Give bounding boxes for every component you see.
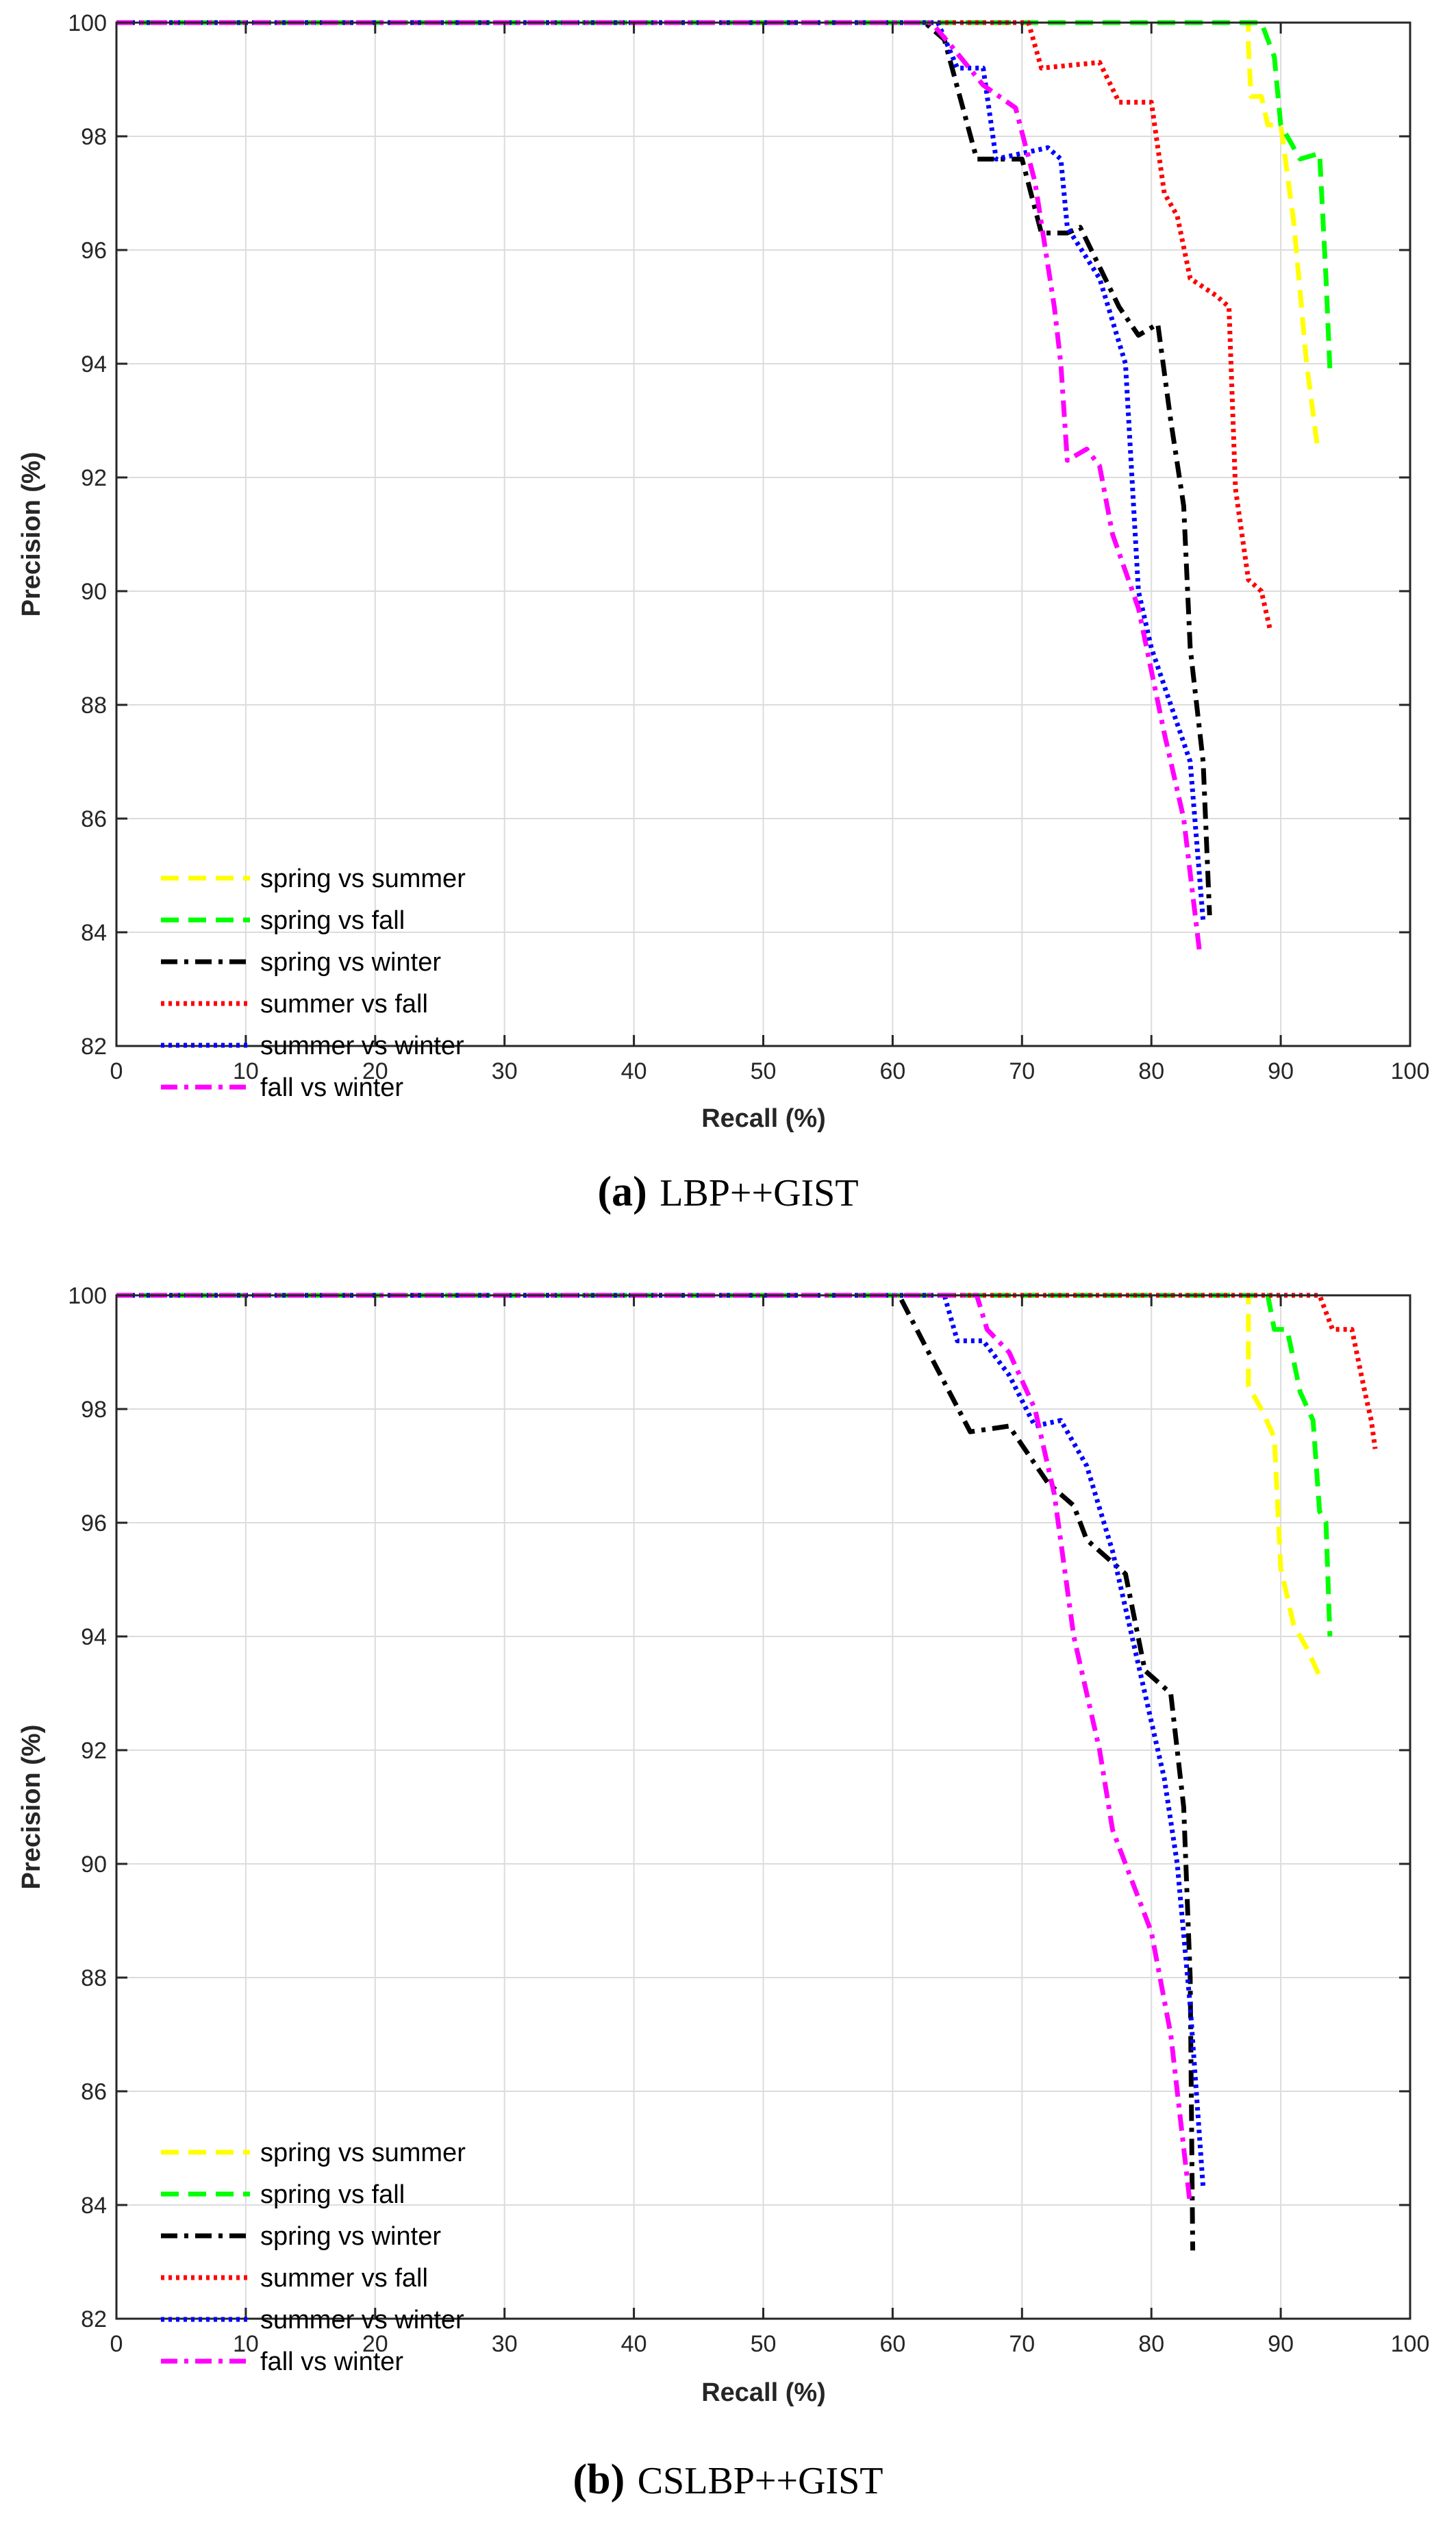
x-tick-label: 80: [1138, 1058, 1164, 1084]
x-tick-label: 90: [1268, 1058, 1294, 1084]
y-tick-label: 96: [81, 238, 107, 264]
series-line-spring-vs-winter: [116, 1293, 1196, 2251]
legend-label: spring vs fall: [260, 906, 405, 935]
x-tick-label: 80: [1138, 2331, 1164, 2357]
y-tick-label: 82: [81, 1034, 107, 1060]
series-line-spring-vs-summer: [116, 1293, 1322, 1678]
legend-label: spring vs winter: [260, 2222, 441, 2251]
y-tick-label: 94: [81, 1624, 107, 1650]
y-tick-label: 98: [81, 1397, 107, 1423]
caption: (a) LBP++GIST: [597, 1169, 858, 1215]
legend: spring vs summer spring vs fall spring vs …: [161, 2139, 466, 2376]
caption: (b) CSLBP++GIST: [573, 2456, 883, 2503]
chart-panel-a: 0 10 20 30 40 50 60 70 80 90 100 82 84 86 88 90 92 94 96 98…: [17, 10, 1429, 1215]
y-tick-label: 100: [68, 1283, 107, 1309]
x-tick-label: 40: [621, 1058, 647, 1084]
series-line-summer-vs-fall: [116, 20, 1273, 632]
legend-label: spring vs fall: [260, 2180, 405, 2209]
x-tick-label: 100: [1391, 1058, 1430, 1084]
series-layer: [116, 20, 1333, 950]
x-tick-label: 30: [492, 1058, 518, 1084]
series-line-spring-vs-summer: [116, 20, 1320, 444]
legend-label: fall vs winter: [260, 1073, 403, 1102]
series-line-spring-vs-fall: [116, 20, 1333, 370]
caption-text: LBP++GIST: [660, 1172, 858, 1214]
series-line-spring-vs-fall: [116, 1293, 1333, 1637]
series-line-fall-vs-winter: [116, 20, 1202, 950]
x-tick-label: 100: [1391, 2331, 1430, 2357]
legend-label: summer vs fall: [260, 990, 428, 1019]
y-tick-label: 86: [81, 2079, 107, 2105]
series-line-spring-vs-winter: [116, 20, 1212, 916]
grid-lines: [116, 1295, 1410, 2319]
y-axis-label: Precision (%): [17, 1725, 46, 1890]
y-tick-label: 94: [81, 351, 107, 377]
x-tick-label: 50: [751, 2331, 777, 2357]
y-tick-label: 84: [81, 2193, 107, 2219]
y-tick-label: 100: [68, 10, 107, 36]
x-tick-label: 60: [879, 1058, 905, 1084]
legend-label: summer vs winter: [260, 2306, 464, 2334]
x-tick-label: 20: [362, 1058, 388, 1084]
x-tick-label: 90: [1268, 2331, 1294, 2357]
x-axis-label: Recall (%): [701, 2378, 826, 2407]
y-tick-label: 84: [81, 920, 107, 946]
x-tick-label: 10: [233, 1058, 259, 1084]
x-axis-label: Recall (%): [701, 1104, 826, 1133]
tick-labels: 0 10 20 30 40 50 60 70 80 90 100 82 84 86 88 90 92 94 96 98…: [68, 10, 1429, 1084]
legend-label: summer vs winter: [260, 1032, 464, 1060]
legend-label: fall vs winter: [260, 2347, 403, 2376]
y-axis-label: Precision (%): [17, 452, 46, 617]
grid-lines: [116, 23, 1410, 1046]
legend-label: summer vs fall: [260, 2264, 428, 2293]
y-tick-label: 92: [81, 1738, 107, 1764]
y-tick-label: 92: [81, 465, 107, 491]
series-line-summer-vs-fall: [116, 1293, 1378, 1449]
x-tick-label: 30: [492, 2331, 518, 2357]
caption-text: CSLBP++GIST: [638, 2460, 883, 2502]
x-tick-label: 70: [1009, 1058, 1035, 1084]
y-tick-label: 98: [81, 124, 107, 150]
series-line-fall-vs-winter: [116, 1293, 1193, 2206]
chart-panel-b: 0 10 20 30 40 50 60 70 80 90 100 82 84 86 88 90 92 94 96 98…: [17, 1283, 1429, 2503]
y-tick-label: 96: [81, 1510, 107, 1536]
x-tick-label: 40: [621, 2331, 647, 2357]
x-tick-label: 50: [751, 1058, 777, 1084]
x-tick-label: 60: [879, 2331, 905, 2357]
x-tick-label: 70: [1009, 2331, 1035, 2357]
y-tick-label: 86: [81, 806, 107, 832]
y-tick-label: 82: [81, 2306, 107, 2332]
tick-labels: 0 10 20 30 40 50 60 70 80 90 100 82 84 86 88 90 92 94 96 98…: [68, 1283, 1429, 2357]
legend: spring vs summer spring vs fall spring vs …: [161, 864, 466, 1102]
legend-label: spring vs summer: [260, 864, 466, 893]
x-tick-label: 0: [110, 1058, 123, 1084]
x-tick-label: 0: [110, 2331, 123, 2357]
y-tick-label: 90: [81, 579, 107, 605]
legend-label: spring vs winter: [260, 948, 441, 977]
legend-label: spring vs summer: [260, 2139, 466, 2167]
y-tick-label: 88: [81, 1965, 107, 1991]
x-tick-label: 10: [233, 2331, 259, 2357]
y-tick-label: 88: [81, 693, 107, 719]
y-tick-label: 90: [81, 1852, 107, 1878]
series-layer: [116, 1293, 1378, 2251]
x-tick-label: 20: [362, 2331, 388, 2357]
caption-label: (b): [573, 2456, 625, 2503]
caption-label: (a): [597, 1169, 647, 1215]
